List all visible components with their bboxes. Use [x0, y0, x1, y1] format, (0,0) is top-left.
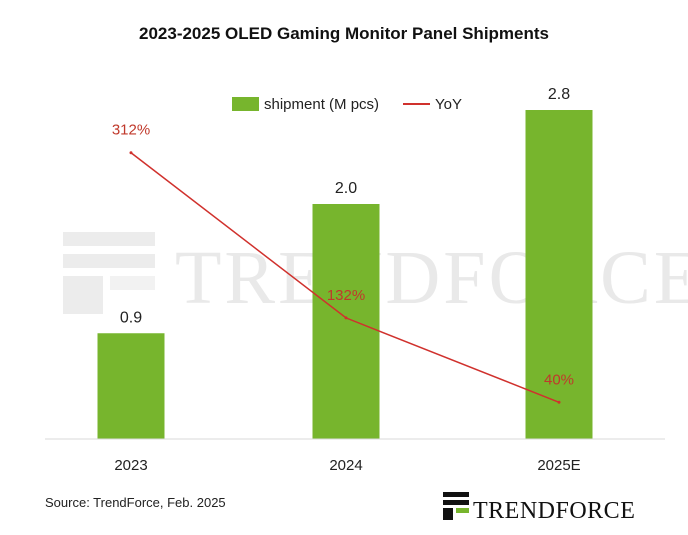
bar-2024 [312, 204, 380, 439]
legend-label-yoy: YoY [435, 96, 462, 113]
x-tick-2025E: 2025E [537, 457, 580, 474]
x-tick-2024: 2024 [329, 457, 362, 474]
yoy-label-2023: 312% [112, 122, 150, 139]
bar-2023 [97, 333, 165, 439]
trendforce-logo-icon [443, 492, 469, 520]
bar-2025E [525, 110, 593, 439]
bar-label-2025E: 2.8 [548, 86, 570, 103]
brand-text: TRENDFORCE [473, 498, 635, 524]
bar-label-2024: 2.0 [335, 180, 357, 197]
brand-logo: TRENDFORCE [443, 492, 635, 524]
bar-series [97, 110, 593, 439]
bar-data-labels: 0.9 2.0 2.8 [120, 86, 570, 326]
watermark: TRENDFORCE [63, 232, 688, 320]
yoy-label-2024: 132% [327, 287, 365, 304]
chart-title: 2023-2025 OLED Gaming Monitor Panel Ship… [139, 24, 549, 43]
yoy-point-2025E [557, 400, 561, 404]
bar-label-2023: 0.9 [120, 309, 142, 326]
yoy-point-2024 [344, 316, 348, 320]
yoy-point-2023 [129, 151, 133, 155]
legend-label-shipment: shipment (M pcs) [264, 96, 379, 113]
x-axis-ticks: 2023 2024 2025E [114, 457, 580, 474]
yoy-series: 312% 132% 40% [112, 122, 574, 404]
legend: shipment (M pcs) YoY [232, 96, 462, 113]
watermark-logo-icon [63, 232, 155, 314]
yoy-label-2025E: 40% [544, 371, 574, 388]
source-note: Source: TrendForce, Feb. 2025 [45, 495, 226, 510]
watermark-text: TRENDFORCE [175, 236, 688, 320]
legend-swatch-shipment [232, 97, 259, 111]
x-tick-2023: 2023 [114, 457, 147, 474]
